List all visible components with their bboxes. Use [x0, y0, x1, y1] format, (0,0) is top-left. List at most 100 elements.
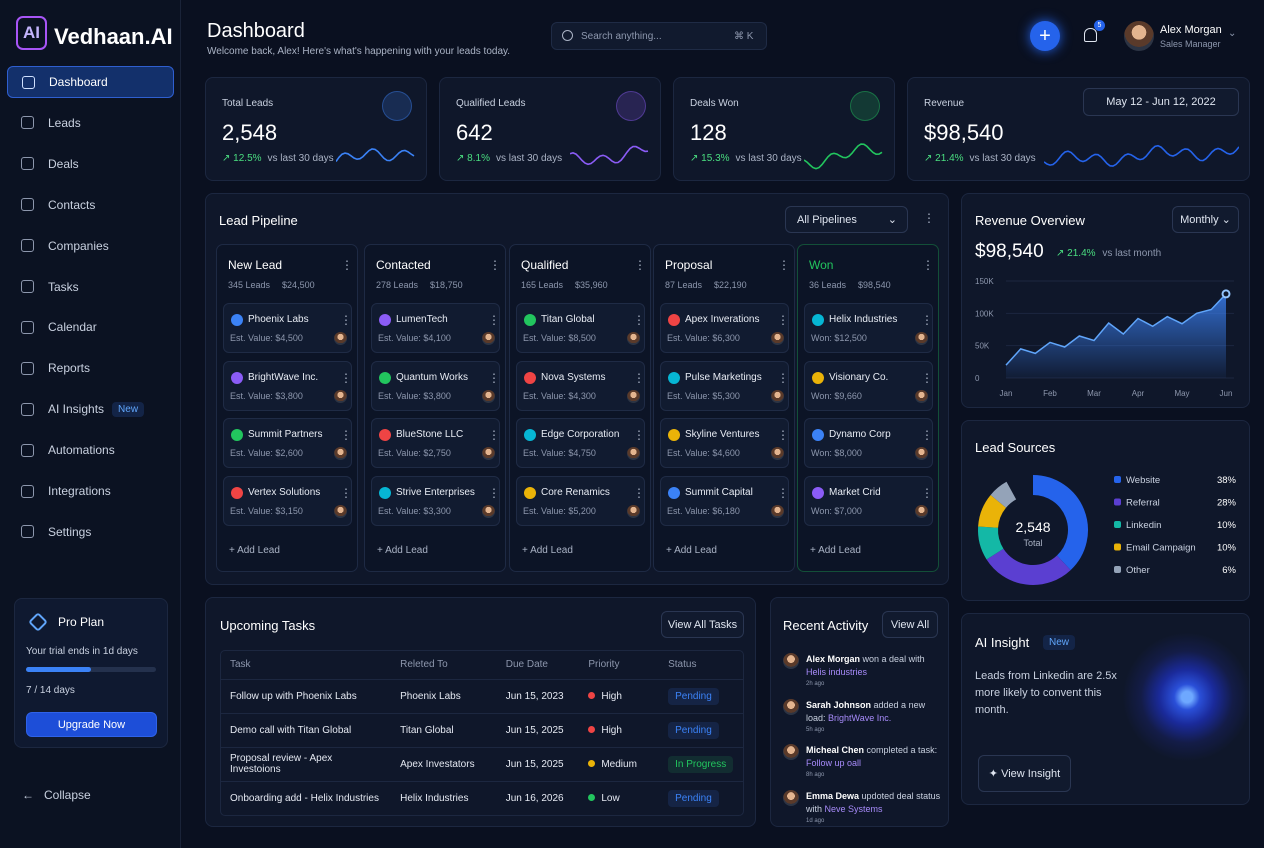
- donut-segment: [978, 526, 1004, 560]
- pipeline-menu[interactable]: ⋮: [923, 211, 935, 225]
- revenue-period[interactable]: Monthly ⌄: [1172, 206, 1239, 233]
- add-lead[interactable]: + Add Lead: [229, 545, 280, 556]
- lead-card[interactable]: Vertex Solutions Est. Value: $3,150 ⋮: [223, 475, 352, 526]
- revenue-chart: 0 50K 100K 150K Jan Feb Mar Apr May Jun: [975, 277, 1234, 398]
- nav-label: Calendar: [48, 320, 97, 335]
- bell-icon[interactable]: [1084, 28, 1097, 42]
- nav-item[interactable]: AI Insights New: [7, 393, 174, 425]
- lead-name: Quantum Works: [396, 371, 469, 383]
- nav-item[interactable]: Integrations: [7, 475, 174, 507]
- lead-card[interactable]: Strive Enterprises Est. Value: $3,300 ⋮: [371, 475, 500, 526]
- lead-card[interactable]: Market Crid Won: $7,000 ⋮: [804, 475, 933, 526]
- add-lead[interactable]: + Add Lead: [810, 545, 861, 556]
- column-menu[interactable]: ⋮: [778, 258, 790, 272]
- activity-avatar: [783, 789, 799, 806]
- lead-card[interactable]: Core Renamics Est. Value: $5,200 ⋮: [516, 475, 645, 526]
- lead-card[interactable]: Nova Systems Est. Value: $4,300 ⋮: [516, 360, 645, 411]
- tasks-button[interactable]: View All Tasks: [661, 611, 744, 638]
- lead-card[interactable]: BlueStone LLC Est. Value: $2,750 ⋮: [371, 418, 500, 468]
- search-shortcut: ⌘ K: [734, 31, 754, 42]
- lead-card[interactable]: Summit Partners Est. Value: $2,600 ⋮: [223, 418, 352, 468]
- activity-target[interactable]: Neve Systems: [824, 803, 883, 814]
- user-menu-caret[interactable]: ⌄: [1228, 28, 1237, 39]
- lead-card[interactable]: Apex Inverations Est. Value: $6,300 ⋮: [660, 303, 789, 353]
- task-priority: Low: [579, 780, 660, 815]
- lead-card[interactable]: Visionary Co. Won: $9,660 ⋮: [804, 360, 933, 411]
- date-range[interactable]: May 12 - Jun 12, 2022: [1083, 88, 1239, 116]
- activity-target[interactable]: Follow up oall: [806, 758, 862, 768]
- revenue-compare: vs last month: [1102, 248, 1162, 259]
- task-row[interactable]: Follow up with Phoenix Labs Phoenix Labs J…: [221, 678, 743, 713]
- ai-insight: AI Insight New Leads from Linkedin are 2…: [961, 613, 1250, 805]
- nav-item[interactable]: Automations: [7, 434, 174, 466]
- activity-target[interactable]: BrightWave Inc.: [828, 712, 892, 723]
- add-lead[interactable]: + Add Lead: [522, 545, 573, 556]
- logo-mark: AI: [16, 16, 47, 50]
- column-meta: 278 Leads $18,750: [376, 280, 463, 290]
- collapse[interactable]: ← Collapse: [22, 788, 91, 802]
- nav-item[interactable]: Leads: [7, 107, 174, 139]
- task-row[interactable]: Proposal review - Apex Investoions Apex I…: [221, 746, 743, 781]
- column-name: Contacted: [376, 258, 431, 272]
- nav-icon: [21, 402, 34, 416]
- upgrade-button[interactable]: Upgrade Now: [26, 712, 157, 737]
- search-box[interactable]: Search anything... ⌘ K: [551, 22, 767, 50]
- lead-menu: ⋮: [633, 428, 645, 442]
- nav-item[interactable]: Reports: [7, 352, 174, 384]
- lead-card[interactable]: Edge Corporation Est. Value: $4,750 ⋮: [516, 418, 645, 468]
- insight-button[interactable]: ✦ View Insight: [978, 755, 1071, 792]
- nav-item[interactable]: Deals: [7, 148, 174, 180]
- nav-item[interactable]: Settings: [7, 516, 174, 548]
- lead-card[interactable]: Helix Industries Won: $12,500 ⋮: [804, 303, 933, 353]
- lead-card[interactable]: Skyline Ventures Est. Value: $4,600 ⋮: [660, 418, 789, 468]
- lead-name: Pulse Marketings: [685, 371, 762, 383]
- column-menu[interactable]: ⋮: [634, 258, 646, 272]
- task-row[interactable]: Onboarding add - Helix Industries Helix I…: [221, 780, 743, 815]
- add-lead[interactable]: + Add Lead: [377, 545, 428, 556]
- nav-item[interactable]: Companies: [7, 230, 174, 262]
- revenue-area: [1006, 293, 1226, 378]
- activity-target[interactable]: Helis industries: [806, 667, 868, 677]
- lead-card[interactable]: Phoenix Labs Est. Value: $4,500 ⋮: [223, 303, 352, 353]
- add-button[interactable]: +: [1030, 21, 1060, 51]
- lead-card[interactable]: Pulse Marketings Est. Value: $5,300 ⋮: [660, 360, 789, 411]
- nav-item[interactable]: Tasks: [7, 271, 174, 303]
- task-row[interactable]: Demo call with Titan Global Titan Global J…: [221, 712, 743, 747]
- activity-name: Alex Morgan: [806, 654, 861, 664]
- kpi-label: Qualified Leads: [456, 98, 526, 109]
- lead-card[interactable]: Quantum Works Est. Value: $3,800 ⋮: [371, 360, 500, 411]
- activity-name: Micheal Chen: [806, 745, 865, 755]
- nav-item[interactable]: Dashboard: [7, 66, 174, 98]
- nav-item[interactable]: Calendar: [7, 311, 174, 343]
- lead-card[interactable]: Dynamo Corp Won: $8,000 ⋮: [804, 418, 933, 468]
- nav-label: Integrations: [48, 484, 111, 498]
- lead-avatar: [334, 504, 347, 518]
- lead-card[interactable]: BrightWave Inc. Est. Value: $3,800 ⋮: [223, 360, 352, 411]
- column-menu[interactable]: ⋮: [922, 258, 934, 272]
- add-lead[interactable]: + Add Lead: [666, 545, 717, 556]
- lead-card[interactable]: Summit Capital Est. Value: $6,180 ⋮: [660, 475, 789, 526]
- lead-avatar: [482, 389, 495, 403]
- kpi-card: Total Leads 2,548 ↗ 12.5% vs last 30 days: [205, 77, 427, 181]
- lead-icon: [668, 486, 680, 499]
- legend-value: 10%: [1217, 543, 1237, 554]
- add-lead-label: Add Lead: [530, 545, 573, 556]
- kpi-label: Total Leads: [222, 98, 274, 109]
- lead-menu: ⋮: [633, 370, 645, 385]
- lead-icon: [524, 314, 536, 326]
- sparkline-path: [570, 145, 649, 166]
- column-menu[interactable]: ⋮: [489, 258, 501, 272]
- lead-card[interactable]: LumenTech Est. Value: $4,100 ⋮: [371, 303, 500, 353]
- x-tick-label: Feb: [1043, 389, 1057, 398]
- lead-value: Won: $12,500: [811, 333, 867, 343]
- lead-card[interactable]: Titan Global Est. Value: $8,500 ⋮: [516, 303, 645, 353]
- activity-button[interactable]: View All: [882, 611, 938, 638]
- lead-name: Phoenix Labs: [248, 314, 309, 325]
- lead-menu: ⋮: [921, 485, 933, 500]
- pipeline-filter[interactable]: All Pipelines ⌄: [785, 206, 908, 233]
- nav-item[interactable]: Contacts: [7, 189, 174, 221]
- lead-value: Est. Value: $3,800: [230, 390, 303, 401]
- column-menu[interactable]: ⋮: [341, 258, 353, 272]
- kpi-value: 2,548: [222, 120, 278, 145]
